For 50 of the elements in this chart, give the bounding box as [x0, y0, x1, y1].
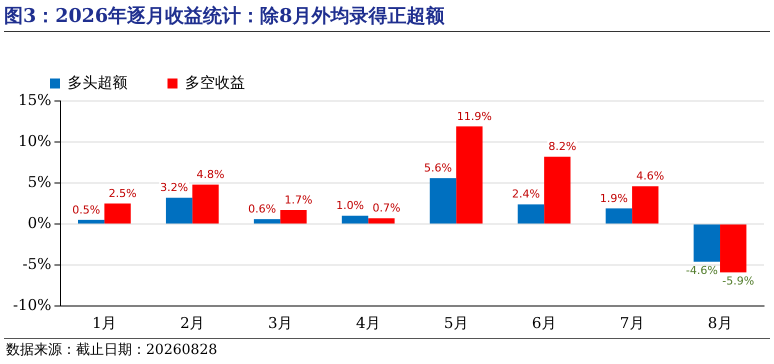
y-tick-label: 5%	[28, 172, 52, 191]
legend-label: 多空收益	[185, 73, 245, 92]
y-tick-label: -5%	[22, 254, 52, 273]
x-tick-label: 7月	[620, 314, 644, 332]
bar	[544, 156, 571, 224]
data-label: 1.0%	[336, 199, 364, 212]
bar	[456, 126, 483, 224]
x-tick-label: 1月	[92, 314, 117, 332]
y-tick-label: 0%	[28, 214, 52, 232]
data-label: 2.5%	[108, 186, 137, 200]
bar	[720, 224, 746, 272]
data-label: 0.6%	[248, 202, 276, 216]
data-label: -5.9%	[722, 274, 754, 288]
data-label: 2.4%	[512, 188, 540, 201]
x-tick-label: 8月	[708, 314, 732, 332]
data-label: 11.9%	[456, 110, 492, 123]
bar	[694, 224, 720, 262]
y-tick-label: 15%	[18, 90, 52, 109]
data-label: 3.2%	[160, 181, 188, 194]
bar	[192, 184, 219, 224]
data-label: 0.5%	[72, 203, 100, 216]
bar	[78, 220, 104, 224]
x-tick-label: 4月	[356, 314, 381, 332]
source-note: 数据来源：截止日期：20260828	[6, 341, 218, 359]
bar	[254, 219, 280, 224]
bar	[518, 204, 544, 224]
data-label: 4.6%	[636, 170, 664, 183]
bar	[104, 204, 131, 224]
chart-title: 图3：2026年逐月收益统计：除8月外均录得正超额	[4, 4, 444, 29]
x-tick-label: 2月	[180, 314, 205, 332]
data-label: 1.7%	[284, 193, 312, 206]
x-tick-label: 5月	[444, 314, 468, 332]
data-label: 0.7%	[372, 202, 400, 215]
y-tick-label: -10%	[12, 296, 52, 314]
x-tick-label: 3月	[268, 314, 293, 332]
data-label: -4.6%	[686, 264, 718, 278]
legend-label: 多头超额	[68, 73, 128, 92]
bar	[606, 208, 632, 224]
data-label: 8.2%	[548, 140, 576, 154]
data-label: 1.9%	[600, 192, 628, 205]
y-tick-label: 10%	[18, 132, 52, 150]
bar	[368, 218, 395, 224]
data-label: 5.6%	[424, 161, 452, 174]
bar	[342, 216, 368, 224]
bar	[430, 178, 456, 224]
data-label: 4.8%	[196, 168, 224, 181]
bar	[632, 186, 658, 224]
x-tick-label: 6月	[532, 314, 556, 332]
bar	[280, 210, 307, 224]
bar	[166, 198, 192, 224]
